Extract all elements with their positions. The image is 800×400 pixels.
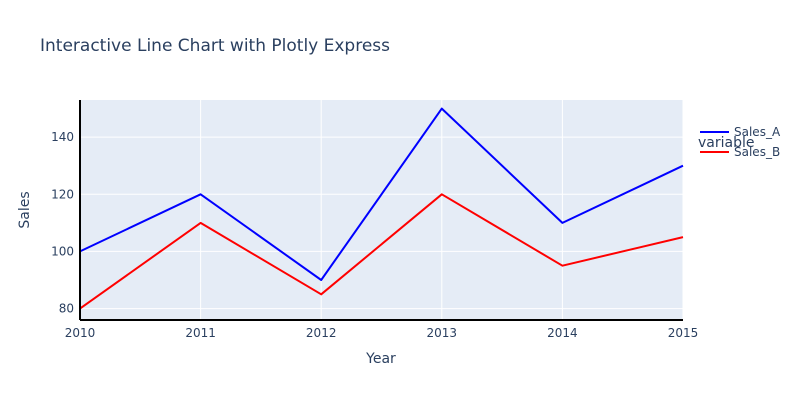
series-layer (79, 107, 684, 310)
x-tick-label: 2011 (185, 326, 216, 340)
legend-label-sales-a: Sales_A (734, 125, 781, 139)
x-tick-label: 2012 (306, 326, 337, 340)
series-line-sales-b[interactable] (79, 193, 684, 310)
x-axis-title: Year (365, 351, 396, 367)
y-axis-title: Sales (17, 191, 33, 228)
y-tick-label: 140 (51, 130, 74, 144)
y-tick-label: 80 (59, 302, 74, 316)
axes (79, 100, 683, 321)
grid (80, 100, 684, 320)
series-line-sales-a[interactable] (79, 107, 684, 281)
legend-item-sales-b[interactable]: Sales_B (700, 145, 780, 159)
x-tick-label: 2015 (668, 326, 699, 340)
y-tick-label: 100 (51, 244, 74, 258)
plot-area (80, 100, 683, 320)
x-tick-label: 2013 (427, 326, 458, 340)
tick-labels: 2010 2011 2012 2013 2014 2015 80 100 120 140 (51, 130, 698, 340)
legend-label-sales-b: Sales_B (734, 145, 780, 159)
legend: variable Sales_A Sales_B (698, 125, 781, 159)
y-tick-label: 120 (51, 187, 74, 201)
legend-item-sales-a[interactable]: Sales_A (700, 125, 781, 139)
x-tick-label: 2014 (547, 326, 578, 340)
chart-title: Interactive Line Chart with Plotly Expre… (40, 36, 390, 56)
x-tick-label: 2010 (65, 326, 96, 340)
legend-title: variable (698, 135, 754, 151)
